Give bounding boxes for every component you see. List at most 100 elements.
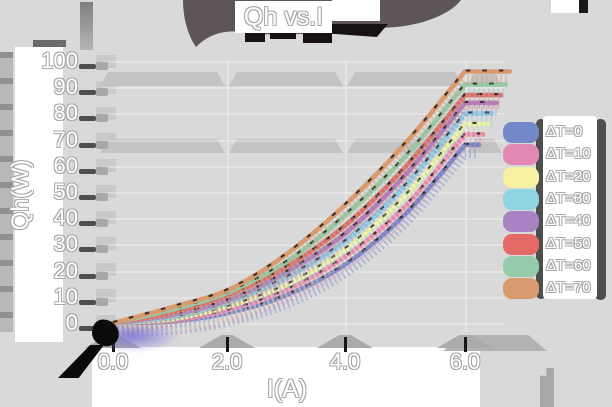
grid-band-segment (100, 72, 225, 86)
y-tick (96, 166, 108, 175)
y-tick-label: 10 (53, 283, 78, 309)
y-tick (96, 114, 108, 123)
corner-chip (551, 0, 580, 13)
x-tick (464, 337, 467, 352)
y-tick-shadow (79, 221, 96, 227)
series-line-ΔT=40 (110, 100, 499, 326)
y-tick (96, 245, 108, 254)
horizontal-gridline (103, 87, 505, 90)
legend-label: ΔT=10 (546, 145, 591, 163)
horizontal-gridline (103, 270, 505, 273)
series-shadow-dashes-ΔT=50 (112, 93, 501, 324)
y-tick (96, 219, 108, 228)
title-text-shadow (245, 33, 265, 42)
series-fringe-ΔT=70 (111, 75, 510, 337)
left-edge-shadow-top (80, 2, 93, 50)
legend-swatch (503, 255, 539, 277)
legend-shadow-right (595, 119, 606, 300)
legend-swatch (503, 122, 539, 143)
y-tick-shadow (79, 195, 96, 200)
legend-swatch (503, 144, 539, 166)
y-tick-shadow (79, 247, 96, 253)
legend-label: ΔT=60 (546, 256, 591, 274)
legend-label: ΔT=70 (546, 279, 591, 297)
series-line-ΔT=70 (110, 69, 513, 326)
title-text-shadow (270, 33, 296, 39)
series-line-ΔT=30 (110, 111, 495, 326)
horizontal-gridline (103, 192, 505, 194)
x-tick (226, 337, 229, 352)
title-background-chip (235, 1, 332, 33)
grid-band-segment (229, 72, 343, 86)
y-tick-label: 0 (65, 310, 78, 335)
y-tick-shadow (79, 299, 96, 305)
y-tick-shadow (79, 64, 96, 69)
y-tick-label: 40 (53, 205, 78, 231)
legend-label: ΔT=50 (546, 234, 591, 252)
grid-band-segment (100, 139, 225, 153)
y-tick-label: 20 (53, 257, 78, 283)
title-text-shadow (332, 24, 388, 37)
x-tick-label: 0.0 (97, 349, 129, 374)
legend-label: ΔT=40 (546, 212, 591, 230)
y-tick-shadow (79, 142, 96, 148)
y-tick-shadow (79, 116, 96, 122)
legend-swatch (503, 278, 539, 300)
y-tick-shadow (79, 168, 96, 174)
tick-shadow-bar (33, 40, 66, 47)
y-tick-shadow (79, 90, 96, 96)
grid-band-segment (347, 72, 463, 86)
y-tick-label: 50 (53, 179, 78, 204)
x-tick-label: 6.0 (449, 349, 481, 374)
horizontal-gridline (103, 296, 505, 299)
y-tick (96, 88, 108, 97)
y-tick (96, 140, 108, 149)
bottom-right-shadow (540, 368, 554, 407)
legend-swatch (503, 211, 539, 233)
title-text-shadow (303, 33, 332, 43)
legend-label: ΔT=0 (546, 123, 583, 140)
origin-blue-smear (112, 326, 180, 352)
horizontal-gridline (103, 244, 505, 247)
x-tick-label: 2.0 (211, 349, 243, 374)
legend-shadow-left (536, 119, 546, 299)
legend-label: ΔT=20 (546, 167, 591, 185)
horizontal-gridline (103, 139, 505, 142)
legend-swatch (503, 233, 539, 255)
legend-swatch (503, 188, 539, 210)
horizontal-gridline (103, 165, 505, 168)
y-tick-label: 80 (53, 100, 78, 126)
vertical-gridline (465, 60, 467, 332)
grid-band-segment (229, 139, 343, 153)
x-axis-panel (92, 347, 480, 407)
y-tick-label: 30 (53, 231, 78, 257)
y-tick-label: 60 (53, 152, 78, 178)
y-axis-title: Qh(W) (7, 159, 34, 231)
y-tick-label: 90 (53, 74, 78, 100)
x-tick-label: 4.0 (329, 349, 361, 374)
y-tick (96, 62, 108, 70)
y-tick-label: 100 (41, 48, 78, 73)
y-tick (96, 297, 108, 306)
series-shadow-dashes-ΔT=0 (112, 142, 479, 324)
y-tick (96, 271, 108, 280)
title-chip-extension (332, 0, 380, 21)
y-tick-label: 70 (53, 126, 78, 152)
x-axis-title: I(A) (266, 375, 308, 403)
horizontal-gridline (103, 61, 505, 63)
vertical-gridline (345, 60, 347, 332)
series-fringe-ΔT=50 (112, 98, 501, 337)
y-tick-shadow (79, 273, 96, 279)
legend-swatch (503, 166, 539, 188)
horizontal-gridline (103, 113, 505, 116)
chart-title: Qh vs.I (243, 3, 324, 31)
legend-panel (543, 116, 597, 299)
series-fringe-ΔT=40 (112, 106, 497, 337)
y-axis-panel (15, 47, 63, 342)
series-fringe-ΔT=0 (112, 148, 479, 337)
horizontal-gridline (103, 323, 505, 325)
left-edge-shadow (0, 52, 13, 332)
y-tick (96, 193, 108, 201)
corner-chip-shadow (579, 0, 588, 13)
